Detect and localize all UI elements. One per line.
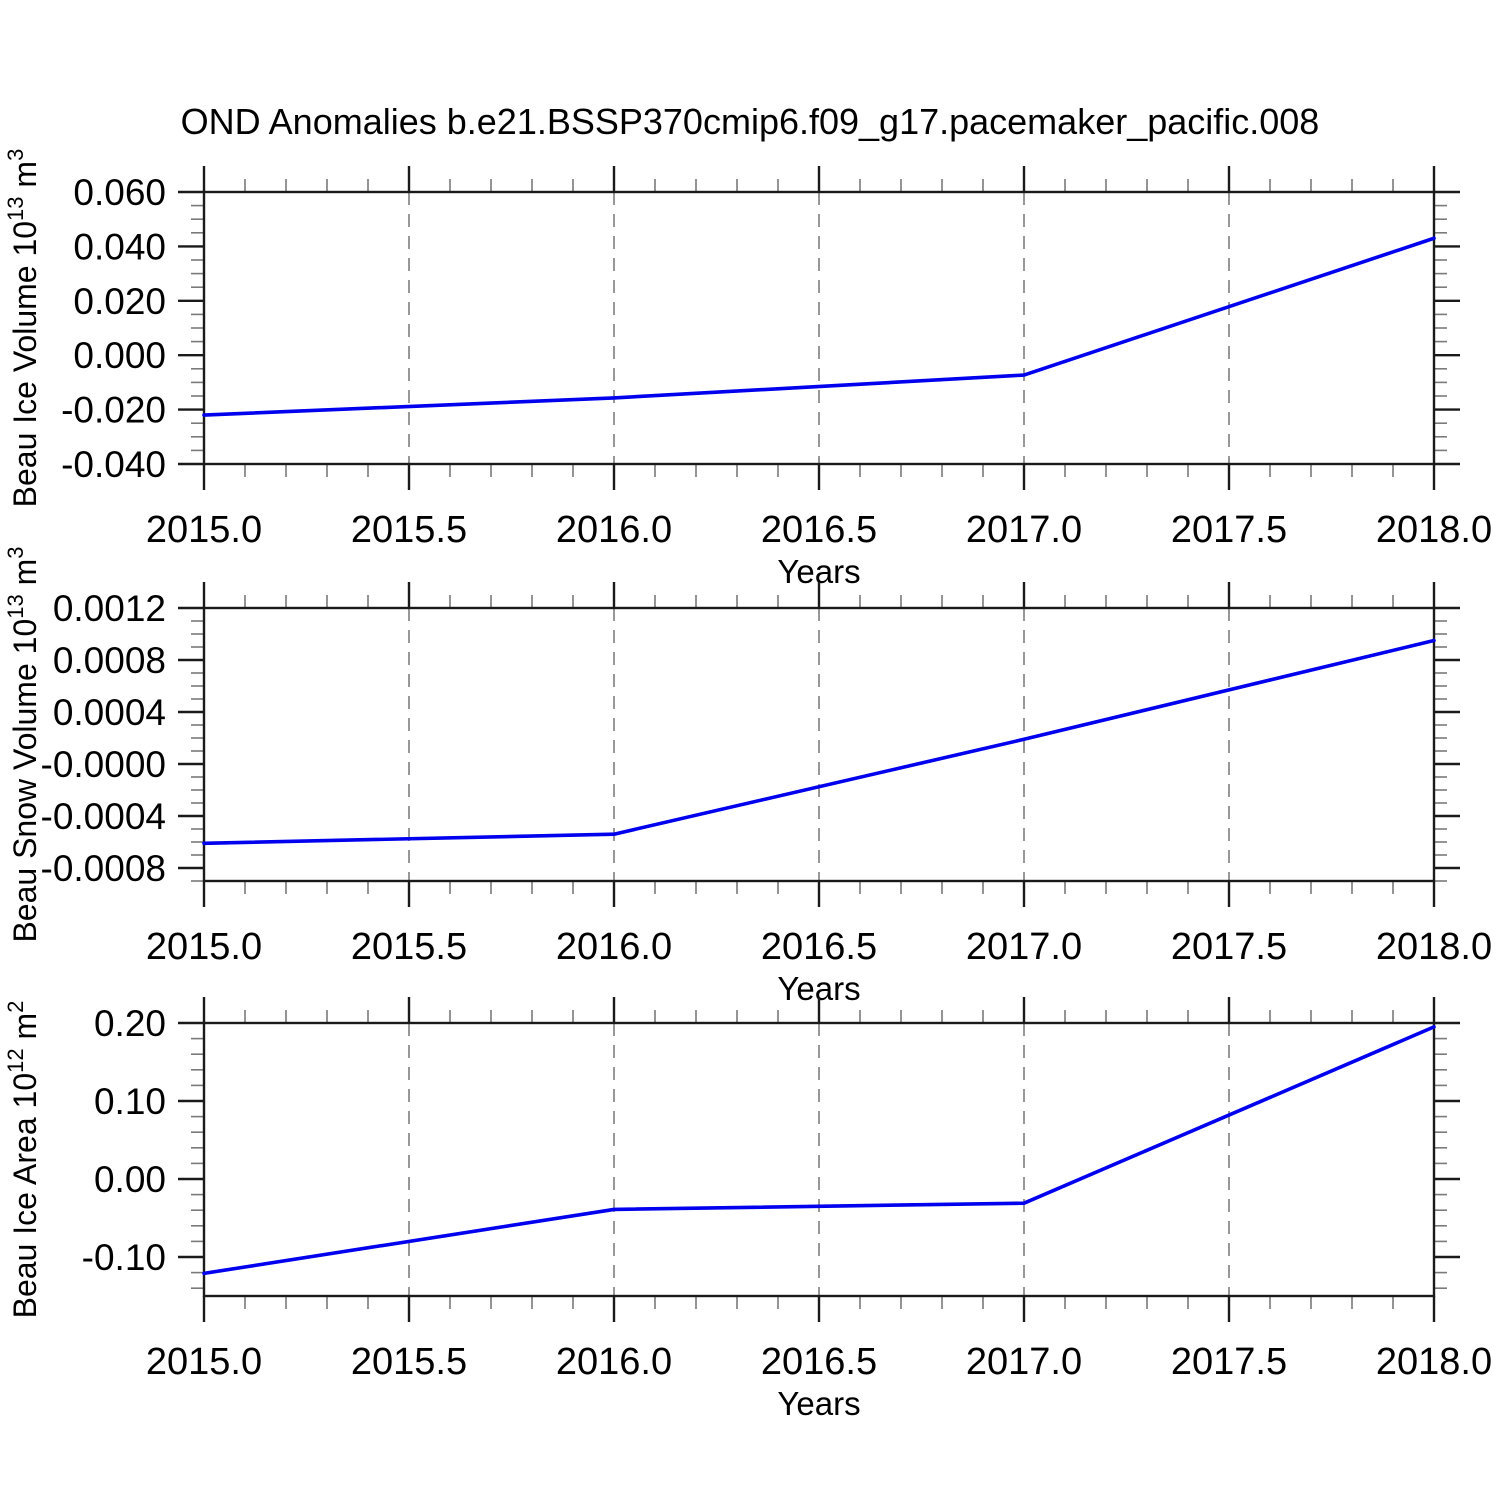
x-tick-label: 2017.0 — [966, 926, 1082, 968]
x-tick-label: 2015.5 — [351, 1341, 467, 1383]
x-tick-label: 2016.5 — [761, 509, 877, 551]
y-axis-title: Beau Ice Area 1012 m2 — [3, 1001, 43, 1319]
x-tick-label: 2016.5 — [761, 1341, 877, 1383]
y-tick-label: 0.0004 — [53, 692, 166, 733]
x-tick-label: 2017.5 — [1171, 926, 1287, 968]
y-tick-label: 0.20 — [94, 1003, 166, 1044]
chart-title: OND Anomalies b.e21.BSSP370cmip6.f09_g17… — [180, 101, 1320, 142]
y-tick-label: 0.00 — [94, 1159, 166, 1200]
x-tick-label: 2018.0 — [1376, 1341, 1492, 1383]
y-tick-label: -0.0000 — [41, 744, 167, 785]
y-tick-label: -0.020 — [61, 390, 166, 431]
x-tick-label: 2015.5 — [351, 509, 467, 551]
x-tick-label: 2016.0 — [556, 1341, 672, 1383]
y-tick-label: 0.020 — [73, 281, 166, 322]
x-tick-label: 2017.5 — [1171, 509, 1287, 551]
x-tick-label: 2018.0 — [1376, 509, 1492, 551]
x-tick-label: 2017.0 — [966, 509, 1082, 551]
x-tick-label: 2015.5 — [351, 926, 467, 968]
x-tick-label: 2015.0 — [146, 1341, 262, 1383]
plot-box — [202, 606, 1436, 883]
x-tick-label: 2017.5 — [1171, 1341, 1287, 1383]
y-tick-label: -0.040 — [61, 444, 166, 485]
plot-box — [202, 190, 1436, 466]
x-tick-label: 2016.5 — [761, 926, 877, 968]
y-tick-label: 0.10 — [94, 1081, 166, 1122]
data-line-beau-ice-area — [202, 1025, 1436, 1276]
y-axis-title: Beau Snow Volume 1013 m3 — [3, 546, 43, 942]
x-tick-label: 2015.0 — [146, 926, 262, 968]
y-tick-label: 0.0008 — [53, 640, 166, 681]
x-tick-label: 2015.0 — [146, 509, 262, 551]
data-line-beau-ice-volume — [202, 236, 1436, 417]
y-tick-label: 0.040 — [73, 226, 166, 267]
y-tick-label: -0.10 — [82, 1237, 166, 1278]
y-tick-label: -0.0004 — [41, 796, 167, 837]
x-tick-label: 2016.0 — [556, 926, 672, 968]
y-tick-label: 0.000 — [73, 335, 166, 376]
data-line-beau-snow-volume — [202, 638, 1436, 846]
x-tick-label: 2016.0 — [556, 509, 672, 551]
plot-box — [202, 1021, 1436, 1298]
y-axis-title: Beau Ice Volume 1013 m3 — [3, 149, 43, 508]
panel-beau-snow-volume: 2015.0 2015.5 2016.0 2016.5 2017.0 2017.5 2018… — [3, 546, 1492, 1007]
x-axis-title: Years — [777, 1385, 860, 1422]
y-tick-label: 0.0012 — [53, 588, 166, 629]
panel-beau-ice-volume: 2015.0 2015.5 2016.0 2016.5 2017.0 2017.5 2018… — [3, 149, 1492, 590]
x-tick-label: 2017.0 — [966, 1341, 1082, 1383]
y-tick-label: 0.060 — [73, 172, 166, 213]
y-tick-label: -0.0008 — [41, 848, 167, 889]
panel-beau-ice-area: 2015.0 2015.5 2016.0 2016.5 2017.0 2017.5 2018… — [3, 997, 1492, 1422]
x-tick-label: 2018.0 — [1376, 926, 1492, 968]
